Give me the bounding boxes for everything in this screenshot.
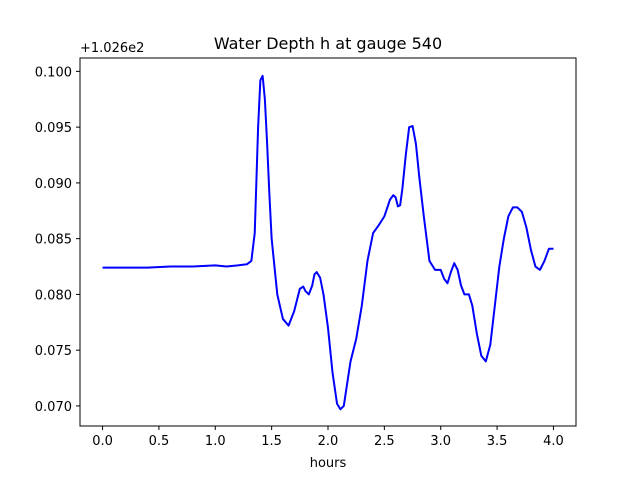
x-tick-label: 0.0 [92,434,113,449]
y-tick-label: 0.095 [35,121,72,136]
chart-title: Water Depth h at gauge 540 [214,34,442,53]
x-tick-label: 3.0 [430,434,451,449]
y-tick-label: 0.075 [35,344,72,359]
y-tick-label: 0.070 [35,400,72,415]
x-tick-label: 2.0 [318,434,339,449]
series-line-0 [102,74,554,411]
x-tick-label: 1.5 [261,434,282,449]
y-tick-label: 0.090 [35,177,72,192]
y-tick-label: 0.085 [35,233,72,248]
x-tick-label: 3.5 [487,434,508,449]
y-tick-label: 0.100 [35,65,72,80]
x-axis-label: hours [310,456,347,471]
x-tick-label: 1.0 [205,434,226,449]
x-tick-label: 4.0 [543,434,564,449]
y-offset-text: +1.026e2 [80,41,144,56]
y-tick-label: 0.080 [35,288,72,303]
plot-area: 0.0 0.5 1.0 1.5 2.0 2.5 3.0 3.5 4.0 0.070 0.075 0.0… [35,57,577,449]
x-tick-label: 2.5 [374,434,395,449]
x-tick-label: 0.5 [149,434,170,449]
